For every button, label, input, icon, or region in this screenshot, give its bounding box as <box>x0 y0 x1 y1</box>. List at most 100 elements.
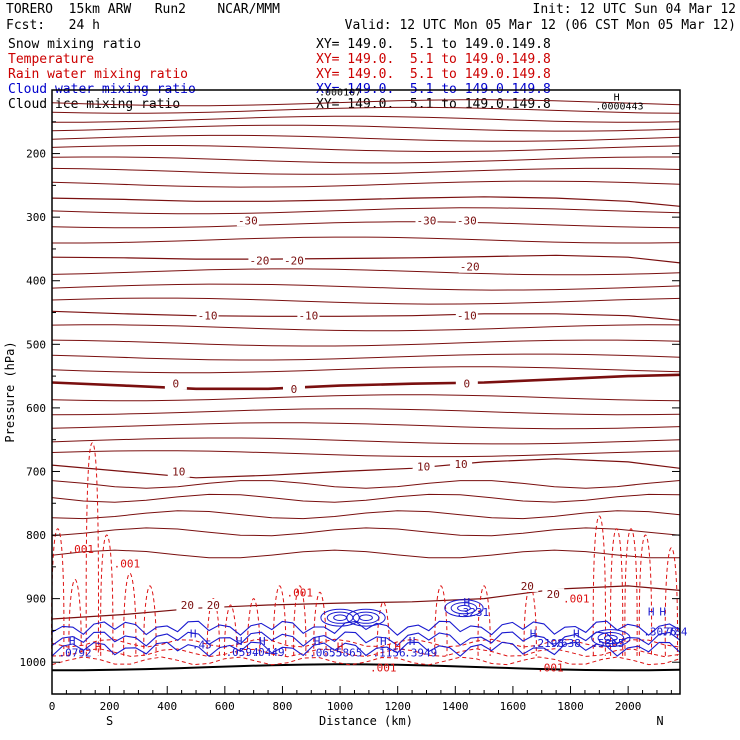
cloud-water-label: .784 <box>661 626 688 639</box>
rain-contour <box>592 515 606 656</box>
isotherm-fill-line <box>51 339 681 347</box>
x-tick-label: 1400 <box>442 700 469 713</box>
cloud-water-high-marker: H <box>648 605 655 618</box>
x-tick-label: 1200 <box>384 700 411 713</box>
cloud-ice-label: .0000443 <box>595 101 643 112</box>
cloud-water-cell <box>444 599 484 618</box>
contour-label-bg <box>164 377 187 390</box>
contour-label-bg <box>176 598 199 611</box>
isotherm-fill-line <box>51 422 681 430</box>
contour-label: 20 <box>207 599 220 612</box>
contour-label: 10 <box>454 458 467 471</box>
y-tick-label: 900 <box>26 593 46 606</box>
cloud-water-cell <box>597 631 625 645</box>
contour-label: 20 <box>521 580 534 593</box>
contour-label: -20 <box>284 254 304 267</box>
isotherm-fill-line <box>51 106 681 114</box>
contour-label-bg <box>542 588 565 601</box>
isotherm-fill-line <box>52 115 681 123</box>
cloud-water-cell <box>591 629 631 647</box>
contour-label-bg <box>236 214 259 227</box>
cloud-water-label: .0594 <box>226 646 259 659</box>
rain-contour <box>51 528 65 656</box>
isotherm-fill-line <box>51 353 681 361</box>
isotherm-fill-line <box>51 527 681 537</box>
init-time: Init: 12 UTC Sun 04 Mar 12 <box>532 2 737 17</box>
isotherm-fill-line <box>51 437 681 445</box>
legend-temperature-name: Temperature <box>8 52 95 67</box>
rain-contour <box>272 585 287 656</box>
contour-label: -10 <box>298 310 318 323</box>
x-tick-label: 800 <box>273 700 293 713</box>
x-tick-label: 0 <box>49 700 56 713</box>
rain-contour <box>223 604 238 656</box>
rain-label: .001 <box>563 593 590 606</box>
rain-high-marker: H <box>394 640 401 653</box>
contour-label: -10 <box>198 310 218 323</box>
isotherm-fill-line <box>51 156 680 164</box>
rain-contour <box>206 598 220 656</box>
y-tick-label: 700 <box>26 465 46 478</box>
isotherm-fill-line <box>51 268 681 276</box>
valid-time: Valid: 12 UTC Mon 05 Mar 12 (06 CST Mon … <box>344 18 736 33</box>
cloud-water-label: .0449 <box>251 646 284 659</box>
cloud-water-cell <box>352 611 380 624</box>
forecast-hour: Fcst: 24 h <box>6 18 100 33</box>
contour-label: 20 <box>181 599 194 612</box>
x-tick-label: 1600 <box>500 700 527 713</box>
isotherm-fill-line <box>51 366 681 374</box>
cloud-water-cell <box>457 604 471 612</box>
cloud-water-band <box>51 641 681 657</box>
south-label: S <box>106 714 113 728</box>
y-tick-label: 600 <box>26 402 46 415</box>
x-tick-label: 400 <box>157 700 177 713</box>
contour-label-bg <box>282 254 305 267</box>
cloud-water-band <box>51 631 681 647</box>
rain-band <box>51 648 681 658</box>
contour-label: 0 <box>464 378 471 391</box>
rain-contour-layer <box>51 442 681 666</box>
cloud-water-label: .0792 <box>58 647 91 660</box>
y-tick-label: 200 <box>26 148 46 161</box>
rain-high-marker: H <box>95 640 102 653</box>
rain-band <box>51 638 681 648</box>
cloud-water-label: .1156 <box>372 647 405 660</box>
rain-contour <box>123 572 137 656</box>
cloud-water-cell <box>450 602 478 615</box>
rain-contour <box>434 585 448 656</box>
contour-label: -20 <box>249 254 269 267</box>
model-title: TORERO 15km ARW Run2 NCAR/MMM <box>6 2 280 17</box>
cloud-ice-label: H <box>614 92 620 103</box>
isotherm-fill-line <box>51 283 681 291</box>
legend-rain-range: XY= 149.0. 5.1 to 149.0.149.8 <box>316 67 551 82</box>
rain-contour <box>477 585 491 656</box>
cloud-water-high-marker: H <box>409 635 416 648</box>
cloud-water-label: .45 <box>192 638 212 651</box>
cloud-water-high-marker: H <box>659 605 666 618</box>
x-tick-label: 1000 <box>327 700 354 713</box>
y-tick-label: 800 <box>26 529 46 542</box>
x-tick-label: 1800 <box>557 700 584 713</box>
contour-label: -30 <box>457 214 477 227</box>
rain-contour <box>100 534 114 656</box>
rain-label: .001 <box>286 586 313 599</box>
isotherm-fill-line <box>51 145 681 153</box>
contour-label: 0 <box>173 378 180 391</box>
label-layer: -30 -30 -30 -20 -20 -20 -10 -10 -10 0 0 0 10 10 10 20 20… <box>58 87 687 674</box>
isotherm-0 <box>51 373 681 391</box>
isotherm--20 <box>51 254 681 264</box>
isotherm-fill-line <box>51 124 681 132</box>
isotherm-fill-line <box>51 324 681 332</box>
contour-label-bg <box>196 309 219 322</box>
rain-contour <box>664 547 679 656</box>
cloud-water-high-marker: H <box>190 628 197 641</box>
isotherm-fill-line <box>51 663 681 672</box>
contour-label: -30 <box>417 214 437 227</box>
cloud-water-cell <box>333 614 347 622</box>
cloud-water-label: .0655 <box>309 647 342 660</box>
cloud-water-high-marker: H <box>464 596 471 609</box>
contour-label-bg <box>167 465 190 478</box>
cloud-water-high-marker: H <box>573 628 580 641</box>
contour-label-bg <box>455 377 478 390</box>
